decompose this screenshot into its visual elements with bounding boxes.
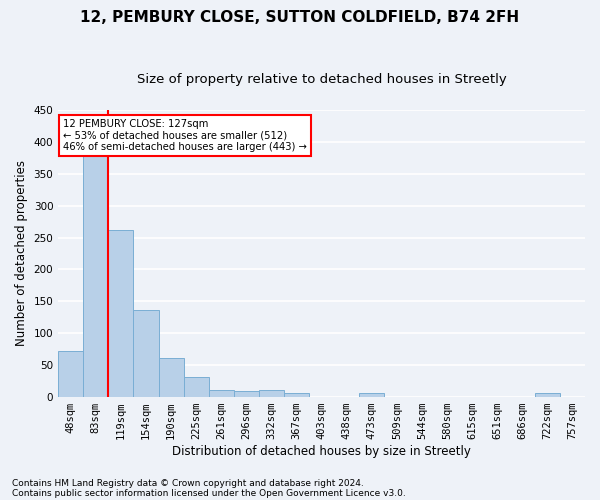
Bar [83, 155, 109, 396]
Bar [158, 358, 184, 397]
X-axis label: Distribution of detached houses by size in Streetly: Distribution of detached houses by size … [172, 444, 471, 458]
Text: Contains public sector information licensed under the Open Government Licence v3: Contains public sector information licen… [12, 488, 406, 498]
Bar [359, 394, 385, 396]
Bar [234, 391, 259, 396]
Text: 12, PEMBURY CLOSE, SUTTON COLDFIELD, B74 2FH: 12, PEMBURY CLOSE, SUTTON COLDFIELD, B74… [80, 10, 520, 25]
Bar [259, 390, 284, 396]
Bar [109, 230, 133, 396]
Bar [284, 394, 309, 396]
Text: 12 PEMBURY CLOSE: 127sqm
← 53% of detached houses are smaller (512)
46% of semi-: 12 PEMBURY CLOSE: 127sqm ← 53% of detach… [64, 119, 307, 152]
Text: Contains HM Land Registry data © Crown copyright and database right 2024.: Contains HM Land Registry data © Crown c… [12, 478, 364, 488]
Bar [133, 310, 158, 396]
Bar [209, 390, 234, 396]
Title: Size of property relative to detached houses in Streetly: Size of property relative to detached ho… [137, 72, 506, 86]
Bar [535, 394, 560, 396]
Bar [184, 378, 209, 396]
Bar [58, 351, 83, 397]
Y-axis label: Number of detached properties: Number of detached properties [15, 160, 28, 346]
